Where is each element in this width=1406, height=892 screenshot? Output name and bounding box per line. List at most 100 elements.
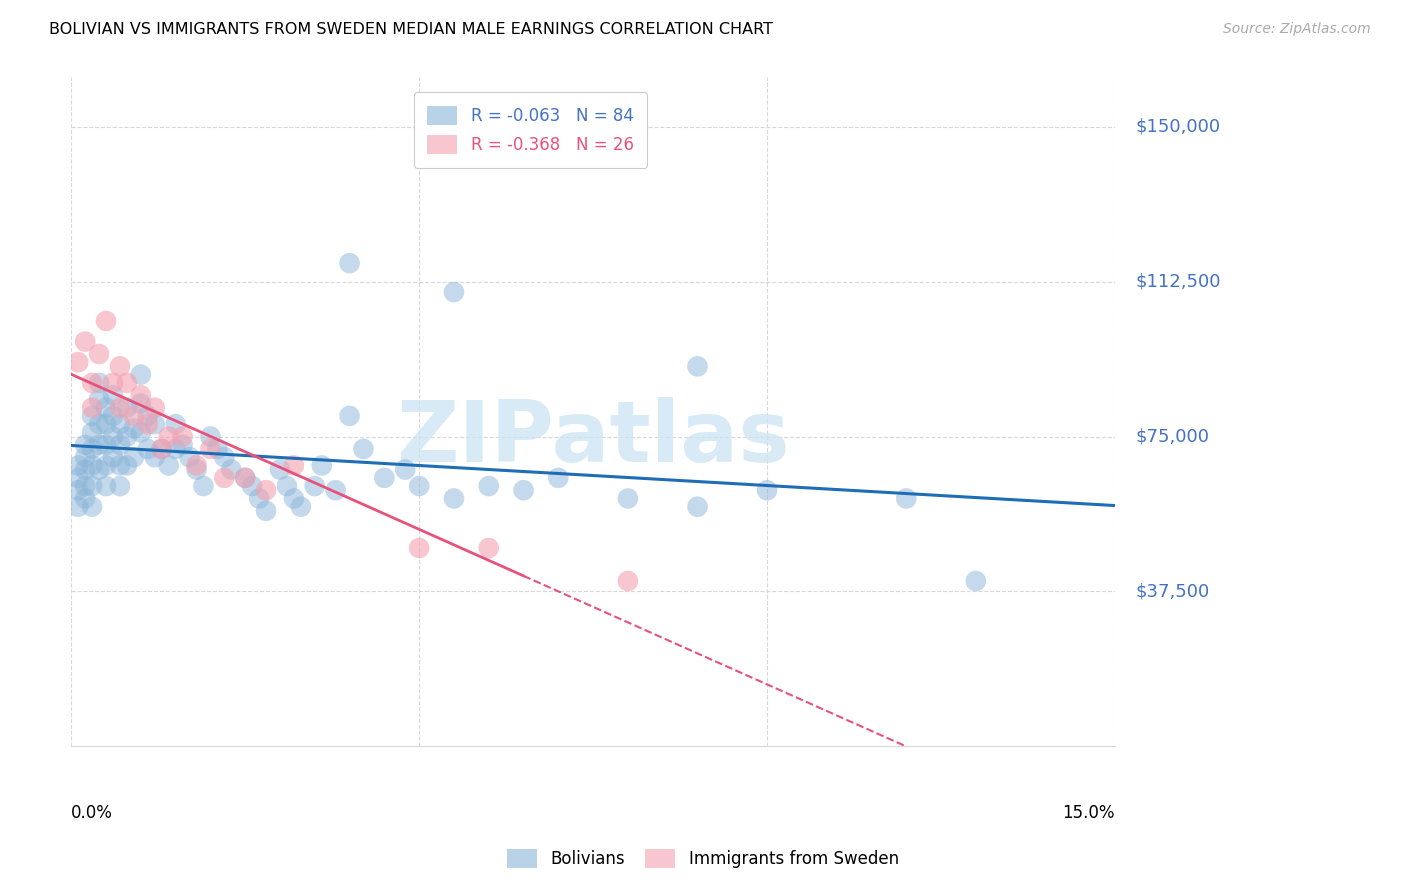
Point [247, 491, 270, 506]
Point [75, 462, 97, 476]
Point [94, 314, 117, 328]
Point [186, 462, 208, 476]
Point [165, 442, 187, 456]
Point [219, 462, 242, 476]
Point [207, 442, 229, 456]
Point [94, 479, 117, 493]
Point [339, 256, 361, 270]
Point [547, 471, 569, 485]
Text: $37,500: $37,500 [1136, 582, 1211, 600]
Point [283, 458, 305, 473]
Point [129, 368, 152, 382]
Point [129, 396, 152, 410]
Point [617, 491, 640, 506]
Point [179, 450, 201, 465]
Point [108, 479, 131, 493]
Point [122, 450, 145, 465]
Point [617, 574, 640, 588]
Point [408, 479, 430, 493]
Point [233, 471, 256, 485]
Point [214, 450, 236, 465]
Point [172, 429, 194, 443]
Point [150, 442, 173, 456]
Point [94, 458, 117, 473]
Point [115, 376, 138, 390]
Point [254, 504, 277, 518]
Point [896, 491, 918, 506]
Point [756, 483, 779, 498]
Point [233, 471, 256, 485]
Point [143, 417, 166, 432]
Point [82, 479, 104, 493]
Point [75, 438, 97, 452]
Point [101, 450, 124, 465]
Point [373, 471, 395, 485]
Point [240, 479, 263, 493]
Point [408, 541, 430, 555]
Point [82, 458, 104, 473]
Point [108, 401, 131, 415]
Point [115, 401, 138, 415]
Point [965, 574, 987, 588]
Point [353, 442, 375, 456]
Point [186, 458, 208, 473]
Text: Source: ZipAtlas.com: Source: ZipAtlas.com [1223, 22, 1371, 37]
Point [150, 442, 173, 456]
Point [143, 450, 166, 465]
Point [94, 417, 117, 432]
Point [290, 500, 312, 514]
Point [254, 483, 277, 498]
Point [75, 491, 97, 506]
Point [87, 438, 110, 452]
Point [82, 376, 104, 390]
Point [394, 462, 416, 476]
Point [94, 401, 117, 415]
Text: 15.0%: 15.0% [1063, 804, 1115, 822]
Point [82, 401, 104, 415]
Point [67, 458, 90, 473]
Point [82, 500, 104, 514]
Point [276, 479, 298, 493]
Point [200, 442, 222, 456]
Point [82, 442, 104, 456]
Point [108, 417, 131, 432]
Point [686, 359, 709, 374]
Point [339, 409, 361, 423]
Point [157, 429, 180, 443]
Point [325, 483, 347, 498]
Legend: R = -0.063   N = 84, R = -0.368   N = 26: R = -0.063 N = 84, R = -0.368 N = 26 [413, 93, 647, 168]
Point [115, 429, 138, 443]
Point [478, 541, 501, 555]
Point [115, 458, 138, 473]
Point [67, 483, 90, 498]
Point [82, 425, 104, 440]
Point [108, 458, 131, 473]
Point [94, 438, 117, 452]
Text: $112,500: $112,500 [1136, 273, 1222, 291]
Point [136, 417, 159, 432]
Point [304, 479, 326, 493]
Point [129, 425, 152, 440]
Point [87, 392, 110, 407]
Point [87, 462, 110, 476]
Point [122, 421, 145, 435]
Point [87, 417, 110, 432]
Point [283, 491, 305, 506]
Point [82, 409, 104, 423]
Point [686, 500, 709, 514]
Point [101, 388, 124, 402]
Point [129, 388, 152, 402]
Point [108, 359, 131, 374]
Point [75, 334, 97, 349]
Point [75, 479, 97, 493]
Point [214, 471, 236, 485]
Point [87, 376, 110, 390]
Text: $150,000: $150,000 [1136, 118, 1220, 136]
Point [122, 409, 145, 423]
Point [108, 438, 131, 452]
Point [87, 347, 110, 361]
Point [311, 458, 333, 473]
Point [101, 409, 124, 423]
Point [67, 471, 90, 485]
Text: $75,000: $75,000 [1136, 427, 1209, 445]
